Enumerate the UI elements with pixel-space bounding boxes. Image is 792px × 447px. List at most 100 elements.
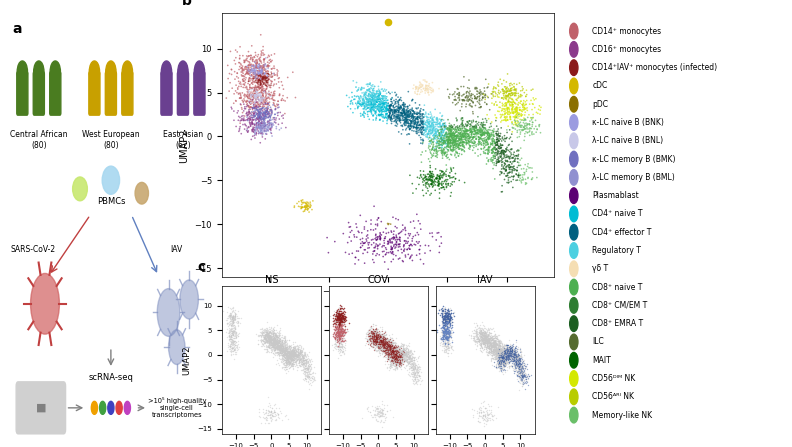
Point — [440, 312, 453, 319]
Point — [368, 411, 381, 418]
Point — [439, 139, 451, 146]
Point — [372, 331, 385, 338]
Point — [516, 377, 529, 384]
Point — [491, 346, 504, 354]
Point — [370, 337, 383, 344]
Point — [381, 110, 394, 117]
Point — [498, 105, 511, 113]
Point — [329, 315, 341, 322]
Point — [409, 363, 421, 370]
Point — [249, 59, 261, 66]
Point — [337, 314, 349, 321]
Point — [436, 168, 449, 175]
Point — [253, 67, 266, 74]
Point — [391, 363, 404, 371]
Point — [488, 346, 501, 353]
Point — [367, 329, 379, 337]
Point — [397, 352, 409, 359]
Point — [444, 313, 457, 320]
Point — [386, 348, 399, 355]
Point — [440, 312, 453, 320]
Point — [262, 63, 275, 71]
Point — [492, 344, 505, 351]
Point — [270, 123, 283, 130]
Point — [284, 354, 297, 361]
Point — [265, 77, 277, 84]
Point — [284, 354, 296, 361]
Point — [488, 83, 501, 90]
Point — [497, 90, 510, 97]
Point — [497, 344, 510, 351]
Point — [383, 353, 395, 360]
Point — [280, 355, 292, 363]
Point — [432, 137, 445, 144]
Point — [398, 117, 411, 124]
Point — [402, 112, 415, 119]
Point — [398, 350, 410, 357]
Point — [397, 101, 409, 108]
Point — [503, 352, 516, 359]
Point — [499, 116, 512, 123]
Point — [375, 334, 388, 341]
Point — [293, 341, 306, 348]
Point — [432, 140, 445, 148]
Point — [419, 78, 432, 85]
Point — [362, 330, 375, 337]
Point — [287, 356, 299, 363]
Point — [384, 110, 397, 117]
Point — [426, 145, 439, 152]
Point — [374, 99, 386, 106]
Point — [386, 350, 399, 357]
Point — [295, 358, 307, 366]
Point — [491, 356, 504, 363]
Point — [258, 110, 271, 117]
Point — [242, 62, 254, 69]
Point — [437, 170, 450, 177]
Point — [434, 123, 447, 131]
Point — [497, 343, 509, 350]
Point — [374, 341, 386, 348]
Point — [385, 343, 398, 350]
Point — [368, 404, 381, 411]
Point — [375, 339, 388, 346]
Point — [482, 337, 495, 344]
Point — [440, 136, 453, 143]
Point — [389, 356, 402, 363]
Point — [360, 218, 372, 225]
Point — [385, 96, 398, 103]
Point — [226, 329, 238, 337]
Point — [355, 113, 367, 120]
Point — [381, 349, 394, 356]
Point — [238, 81, 251, 89]
Point — [276, 351, 288, 358]
Point — [283, 354, 295, 361]
Point — [223, 322, 235, 329]
Point — [476, 116, 489, 123]
Point — [259, 409, 272, 416]
Point — [381, 337, 394, 345]
Point — [399, 122, 412, 129]
Point — [495, 358, 508, 365]
Point — [379, 343, 392, 350]
Point — [268, 346, 281, 354]
Point — [268, 402, 280, 409]
Point — [372, 338, 385, 345]
Point — [409, 361, 422, 368]
Point — [387, 354, 400, 361]
Point — [283, 352, 295, 359]
Point — [253, 66, 265, 73]
Point — [255, 88, 268, 95]
Point — [249, 63, 262, 71]
Point — [474, 329, 487, 337]
Point — [519, 169, 531, 177]
Point — [279, 345, 291, 352]
Point — [481, 416, 493, 423]
Point — [394, 353, 407, 360]
Point — [242, 64, 254, 72]
Point — [375, 409, 388, 417]
Point — [285, 362, 298, 369]
Point — [492, 361, 505, 368]
Point — [238, 77, 250, 84]
Point — [261, 337, 274, 344]
Point — [390, 360, 402, 367]
